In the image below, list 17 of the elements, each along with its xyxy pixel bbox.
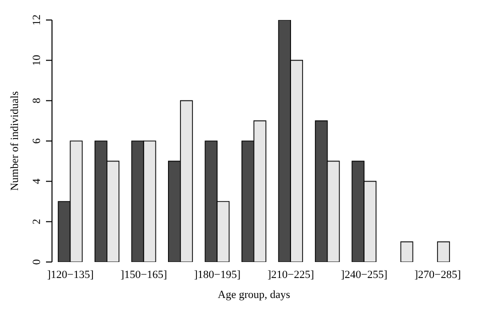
- x-tick-label: ]150−165]: [120, 268, 168, 281]
- x-tick-label: ]210−225]: [267, 268, 314, 281]
- x-tick-label: ]270−285]: [414, 268, 461, 281]
- y-tick-label: 10: [31, 54, 43, 66]
- y-tick-label: 12: [31, 14, 43, 26]
- x-tick-label: ]240−255]: [340, 268, 388, 281]
- y-tick-label: 4: [31, 178, 43, 184]
- x-axis-title: Age group, days: [218, 289, 290, 301]
- y-axis-title: Number of individuals: [8, 91, 21, 191]
- bar: [400, 241, 414, 262]
- y-tick-label: 2: [31, 218, 43, 224]
- x-tick-label: ]120−135]: [47, 268, 94, 281]
- y-tick-label: 6: [31, 138, 43, 144]
- y-tick-label: 8: [31, 97, 43, 104]
- bar: [437, 241, 450, 262]
- x-tick-label: ]180−195]: [194, 268, 241, 281]
- y-tick-label: 0: [31, 258, 43, 265]
